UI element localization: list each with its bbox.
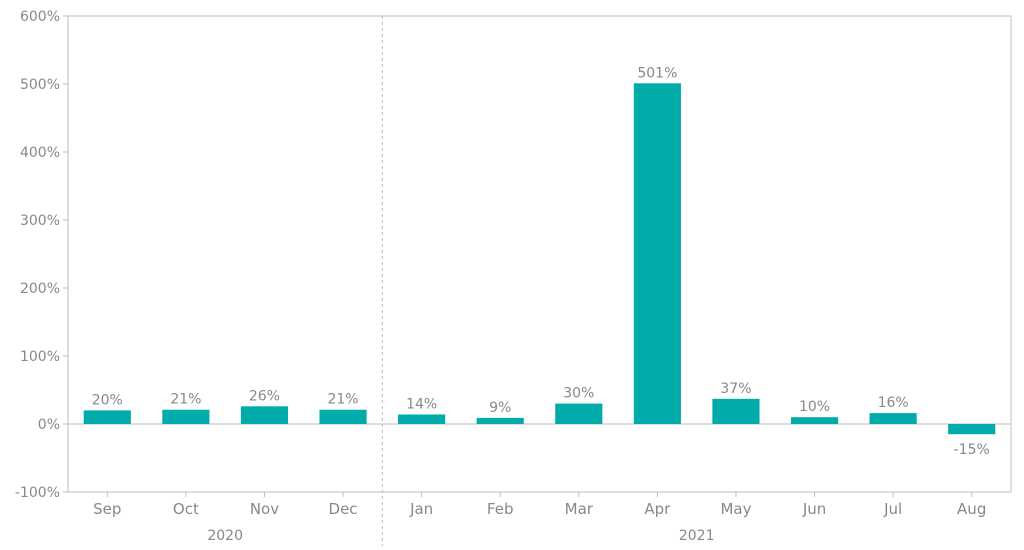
x-tick-label: Dec	[329, 500, 358, 518]
data-label: 10%	[799, 399, 830, 415]
y-tick-label: -100%	[15, 485, 60, 501]
bar-apr	[633, 83, 681, 424]
bar-jan	[398, 414, 446, 424]
x-tick-label: Jul	[883, 500, 902, 518]
y-tick-label: 300%	[20, 213, 60, 229]
year-label: 2021	[679, 528, 715, 544]
x-axis-categories: Sep Oct Nov Dec Jan Feb Mar Apr May Jun Jul Aug	[93, 492, 986, 518]
data-label: 9%	[489, 400, 511, 416]
bar-jul	[869, 413, 917, 424]
bar-feb	[476, 417, 524, 424]
y-axis: -100% 0% 100% 200% 300% 400% 500% 600%	[15, 9, 68, 501]
bar-may	[712, 398, 760, 424]
x-tick-label: Sep	[93, 500, 121, 518]
x-tick-label: Oct	[173, 500, 199, 518]
x-tick-label: May	[720, 500, 751, 518]
year-label: 2020	[207, 528, 243, 544]
y-tick-label: 600%	[20, 9, 60, 25]
x-tick-label: Jun	[802, 500, 826, 518]
y-tick-label: 200%	[20, 281, 60, 297]
y-tick-label: 500%	[20, 77, 60, 93]
y-tick-label: 0%	[38, 417, 60, 433]
data-label: 20%	[92, 392, 123, 408]
y-tick-label: 400%	[20, 145, 60, 161]
x-tick-label: Aug	[957, 500, 986, 518]
plot-frame	[67, 15, 1012, 493]
bar-sep	[83, 410, 131, 424]
bar-aug	[948, 424, 996, 435]
bars	[83, 83, 996, 435]
data-labels: 20% 21% 26% 21% 14% 9% 30% 501% 37% 10% 16% -15%	[92, 65, 990, 458]
data-label: -15%	[954, 442, 990, 458]
x-tick-label: Apr	[644, 500, 671, 518]
data-label: 16%	[878, 395, 909, 411]
data-label: 21%	[170, 392, 201, 408]
bar-jun	[790, 417, 839, 424]
data-label: 501%	[637, 65, 677, 81]
x-tick-label: Mar	[565, 500, 594, 518]
x-axis-years: 2020 2021	[207, 528, 714, 544]
data-label: 14%	[406, 396, 437, 412]
data-label: 26%	[249, 388, 280, 404]
data-label: 37%	[720, 381, 751, 397]
bar-mar	[555, 403, 603, 424]
y-tick-label: 100%	[20, 349, 60, 365]
x-tick-label: Nov	[250, 500, 279, 518]
x-tick-label: Feb	[487, 500, 514, 518]
bar-oct	[162, 409, 210, 424]
bar-nov	[240, 406, 289, 424]
data-label: 21%	[327, 392, 358, 408]
x-tick-label: Jan	[409, 500, 433, 518]
data-label: 30%	[563, 386, 594, 402]
bar-dec	[319, 409, 367, 424]
